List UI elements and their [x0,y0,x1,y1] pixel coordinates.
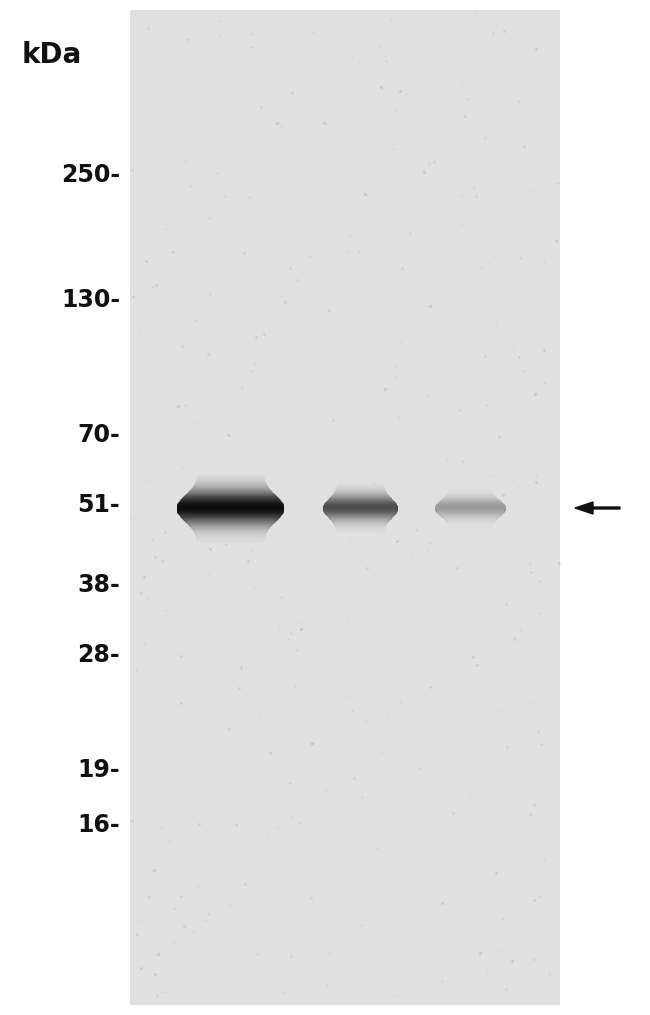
Text: 51-: 51- [77,493,120,517]
Text: 19-: 19- [77,758,120,782]
Text: 28-: 28- [77,642,120,667]
Bar [130,10,560,1005]
Text: kDa: kDa [22,41,82,69]
Text: 250-: 250- [61,163,120,187]
Text: 130-: 130- [61,288,120,312]
Text: 70-: 70- [77,423,120,447]
Text: 38-: 38- [77,573,120,597]
Text: 16-: 16- [77,813,120,837]
FancyArrow shape [575,502,620,514]
